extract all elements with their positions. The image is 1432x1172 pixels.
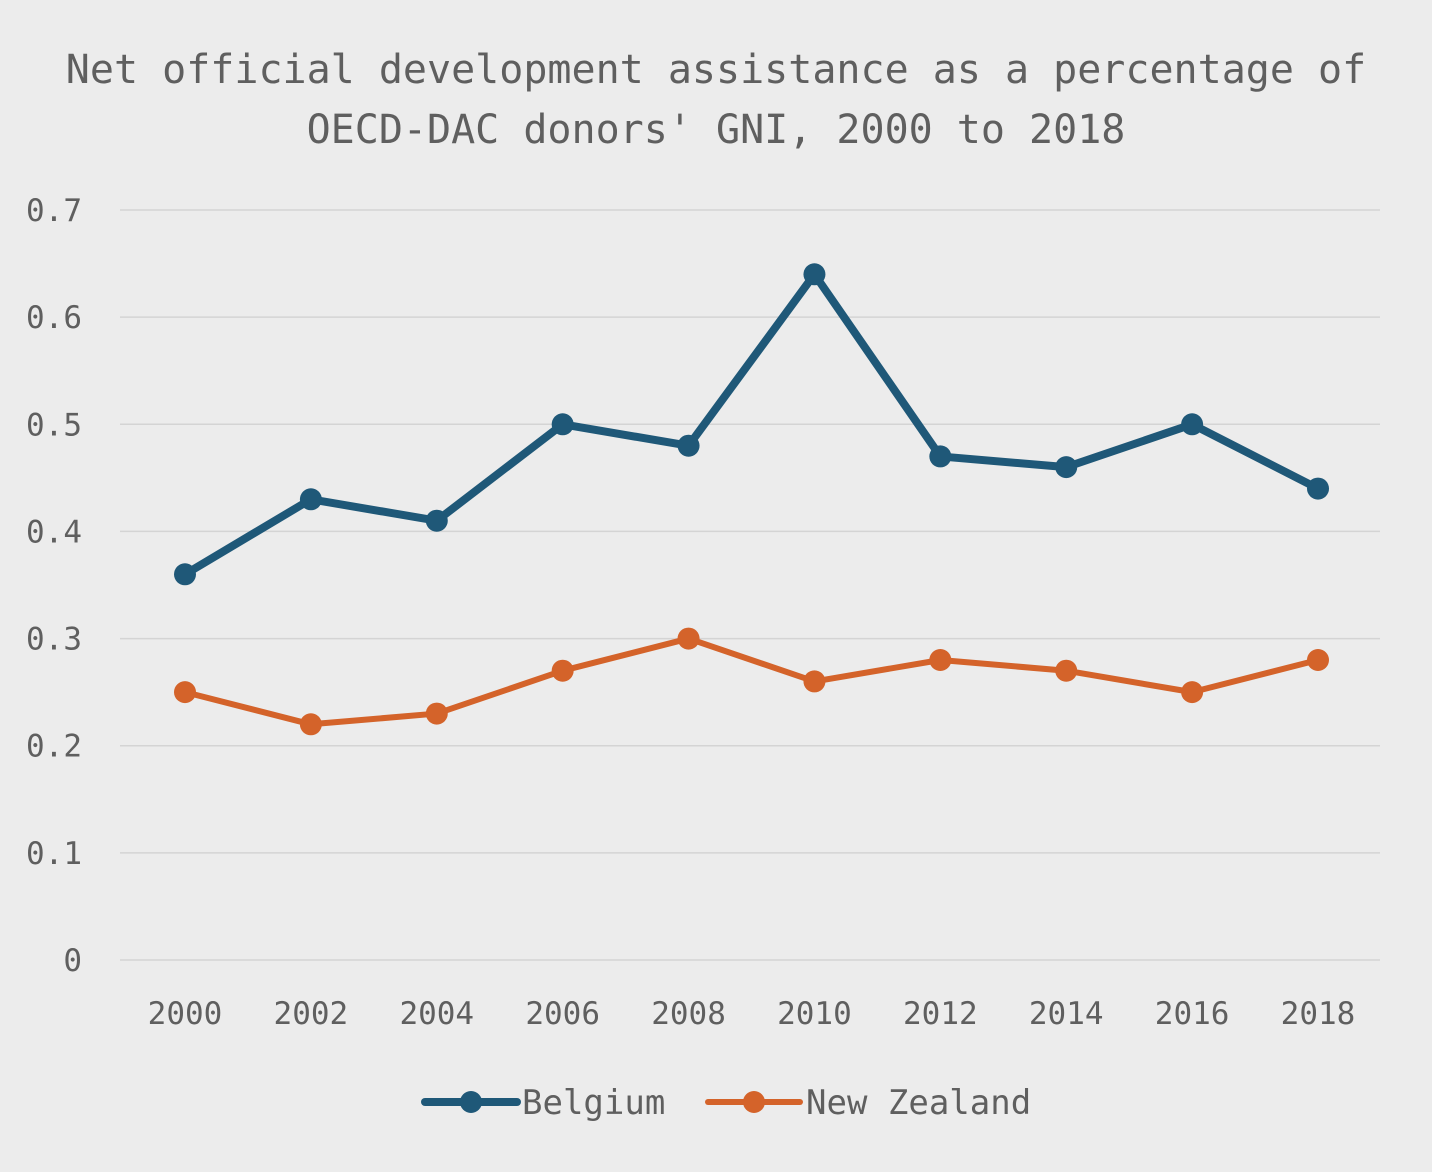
- legend-marker-belgium: [460, 1091, 482, 1113]
- x-tick-label: 2002: [274, 996, 349, 1032]
- legend-marker-new-zealand: [743, 1091, 765, 1113]
- y-axis-ticks: 0 0.1 0.2 0.3 0.4 0.5 0.6 0.7: [26, 193, 82, 979]
- x-axis-ticks: 2000 2002 2004 2006 2008 2010 2012 2014 2016 2018: [148, 996, 1356, 1032]
- series-belgium: [174, 263, 1329, 586]
- series-new-zealand: [174, 627, 1329, 736]
- data-point-new-zealand: [677, 627, 700, 650]
- data-point-new-zealand: [1055, 659, 1078, 682]
- data-point-new-zealand: [1307, 649, 1329, 671]
- legend: Belgium New Zealand: [421, 1083, 1031, 1123]
- chart-title: Net official development assistance as a…: [66, 47, 1366, 153]
- y-tick-label: 0.4: [26, 514, 82, 550]
- data-point-belgium: [425, 509, 448, 532]
- y-tick-label: 0.2: [26, 729, 82, 765]
- series-line-new-zealand: [182, 635, 1321, 728]
- y-tick-label: 0.6: [26, 300, 82, 336]
- data-point-new-zealand: [803, 670, 826, 693]
- data-point-belgium: [1055, 456, 1078, 479]
- x-tick-label: 2008: [651, 996, 726, 1032]
- y-tick-label: 0: [63, 943, 82, 979]
- x-tick-label: 2018: [1281, 996, 1356, 1032]
- gridlines: [120, 209, 1380, 961]
- legend-item-new-zealand: New Zealand: [705, 1083, 1031, 1123]
- x-tick-label: 2006: [525, 996, 600, 1032]
- y-tick-label: 0.3: [26, 622, 82, 658]
- data-point-belgium: [299, 488, 322, 511]
- data-point-belgium: [551, 413, 574, 436]
- data-point-new-zealand: [1181, 681, 1204, 704]
- y-tick-label: 0.1: [26, 836, 82, 872]
- x-tick-label: 2016: [1155, 996, 1230, 1032]
- data-point-belgium: [677, 434, 700, 457]
- data-point-belgium: [803, 263, 826, 286]
- x-tick-label: 2010: [777, 996, 852, 1032]
- chart-title-line-1: Net official development assistance as a…: [66, 47, 1366, 93]
- legend-label-new-zealand: New Zealand: [806, 1083, 1031, 1123]
- y-tick-label: 0.7: [26, 193, 82, 229]
- data-point-belgium: [174, 563, 196, 586]
- data-point-new-zealand: [174, 681, 196, 704]
- chart-title-line-2: OECD-DAC donors' GNI, 2000 to 2018: [307, 107, 1126, 153]
- legend-label-belgium: Belgium: [522, 1083, 665, 1123]
- data-point-new-zealand: [299, 713, 322, 736]
- legend-item-belgium: Belgium: [421, 1083, 665, 1123]
- data-point-belgium: [1181, 413, 1204, 436]
- series-line-belgium: [181, 270, 1322, 579]
- x-tick-label: 2004: [399, 996, 474, 1032]
- series-lines: [174, 263, 1329, 736]
- data-point-new-zealand: [551, 659, 574, 682]
- y-tick-label: 0.5: [26, 407, 82, 443]
- x-tick-label: 2000: [148, 996, 223, 1032]
- data-point-new-zealand: [425, 702, 448, 725]
- data-point-new-zealand: [929, 649, 952, 671]
- x-tick-label: 2012: [903, 996, 978, 1032]
- x-tick-label: 2014: [1029, 996, 1104, 1032]
- data-point-belgium: [1307, 477, 1329, 500]
- data-point-belgium: [929, 445, 952, 468]
